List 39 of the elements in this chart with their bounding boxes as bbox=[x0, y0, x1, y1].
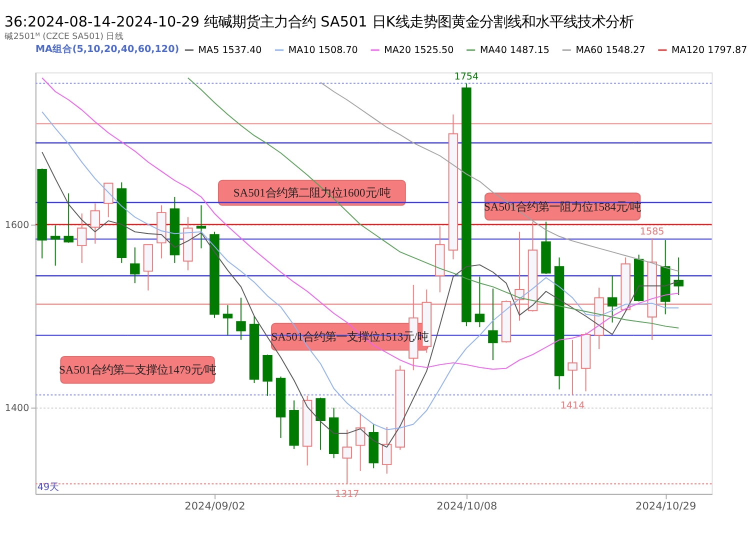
chart-subtitle: 碱2501ᴹ (CZCE SA501) 日线 bbox=[4, 30, 124, 42]
candlestick bbox=[90, 202, 100, 244]
chart-title: 36:2024-08-14-2024-10-29 纯碱期货主力合约 SA501 日K线走势图黄金分割线和水平线技术分析 bbox=[4, 14, 634, 30]
candlestick bbox=[316, 397, 326, 450]
candlestick bbox=[222, 304, 233, 336]
candlestick bbox=[130, 246, 140, 284]
y-tick-label: 1600 bbox=[4, 220, 30, 231]
line-series bbox=[42, 111, 680, 430]
annotation: 49天 bbox=[37, 482, 60, 494]
annotation: 1754 bbox=[454, 72, 479, 83]
legend-label: MA60 1548.27 bbox=[576, 44, 646, 56]
candlestick bbox=[64, 192, 74, 244]
candlestick bbox=[568, 339, 578, 396]
candlestick bbox=[104, 182, 114, 218]
legend-label: MA10 1508.70 bbox=[288, 44, 358, 56]
candlestick bbox=[382, 426, 392, 474]
candlestick bbox=[674, 256, 684, 296]
candlestick bbox=[196, 204, 206, 249]
candlestick bbox=[342, 429, 352, 484]
candlestick bbox=[50, 224, 60, 266]
x-tick-label: 2024/09/02 bbox=[184, 500, 246, 513]
legend-label: MA20 1525.50 bbox=[384, 44, 454, 56]
legend-label: MA5 1537.40 bbox=[198, 44, 262, 56]
candlestick bbox=[474, 276, 485, 328]
legend-title: MA组合(5,10,20,40,60,120) bbox=[35, 43, 180, 56]
candlestick bbox=[355, 412, 366, 472]
ref-line-label: SA501合约第一阻力位1584元/吨 bbox=[484, 200, 642, 214]
annotation: 1414 bbox=[560, 400, 585, 412]
x-tick-label: 2024/10/29 bbox=[636, 500, 696, 513]
candlestick bbox=[236, 297, 246, 340]
candlestick bbox=[488, 288, 498, 361]
line-series bbox=[320, 82, 680, 272]
y-tick-label: 1400 bbox=[4, 403, 30, 414]
candlestick bbox=[77, 213, 87, 264]
candlestick bbox=[607, 275, 618, 323]
x-tick-label: 2024/10/08 bbox=[436, 500, 498, 513]
legend-label: MA40 1487.15 bbox=[480, 44, 550, 56]
annotation: 1585 bbox=[640, 226, 664, 238]
legend-label: MA120 1797.87 bbox=[672, 44, 748, 56]
